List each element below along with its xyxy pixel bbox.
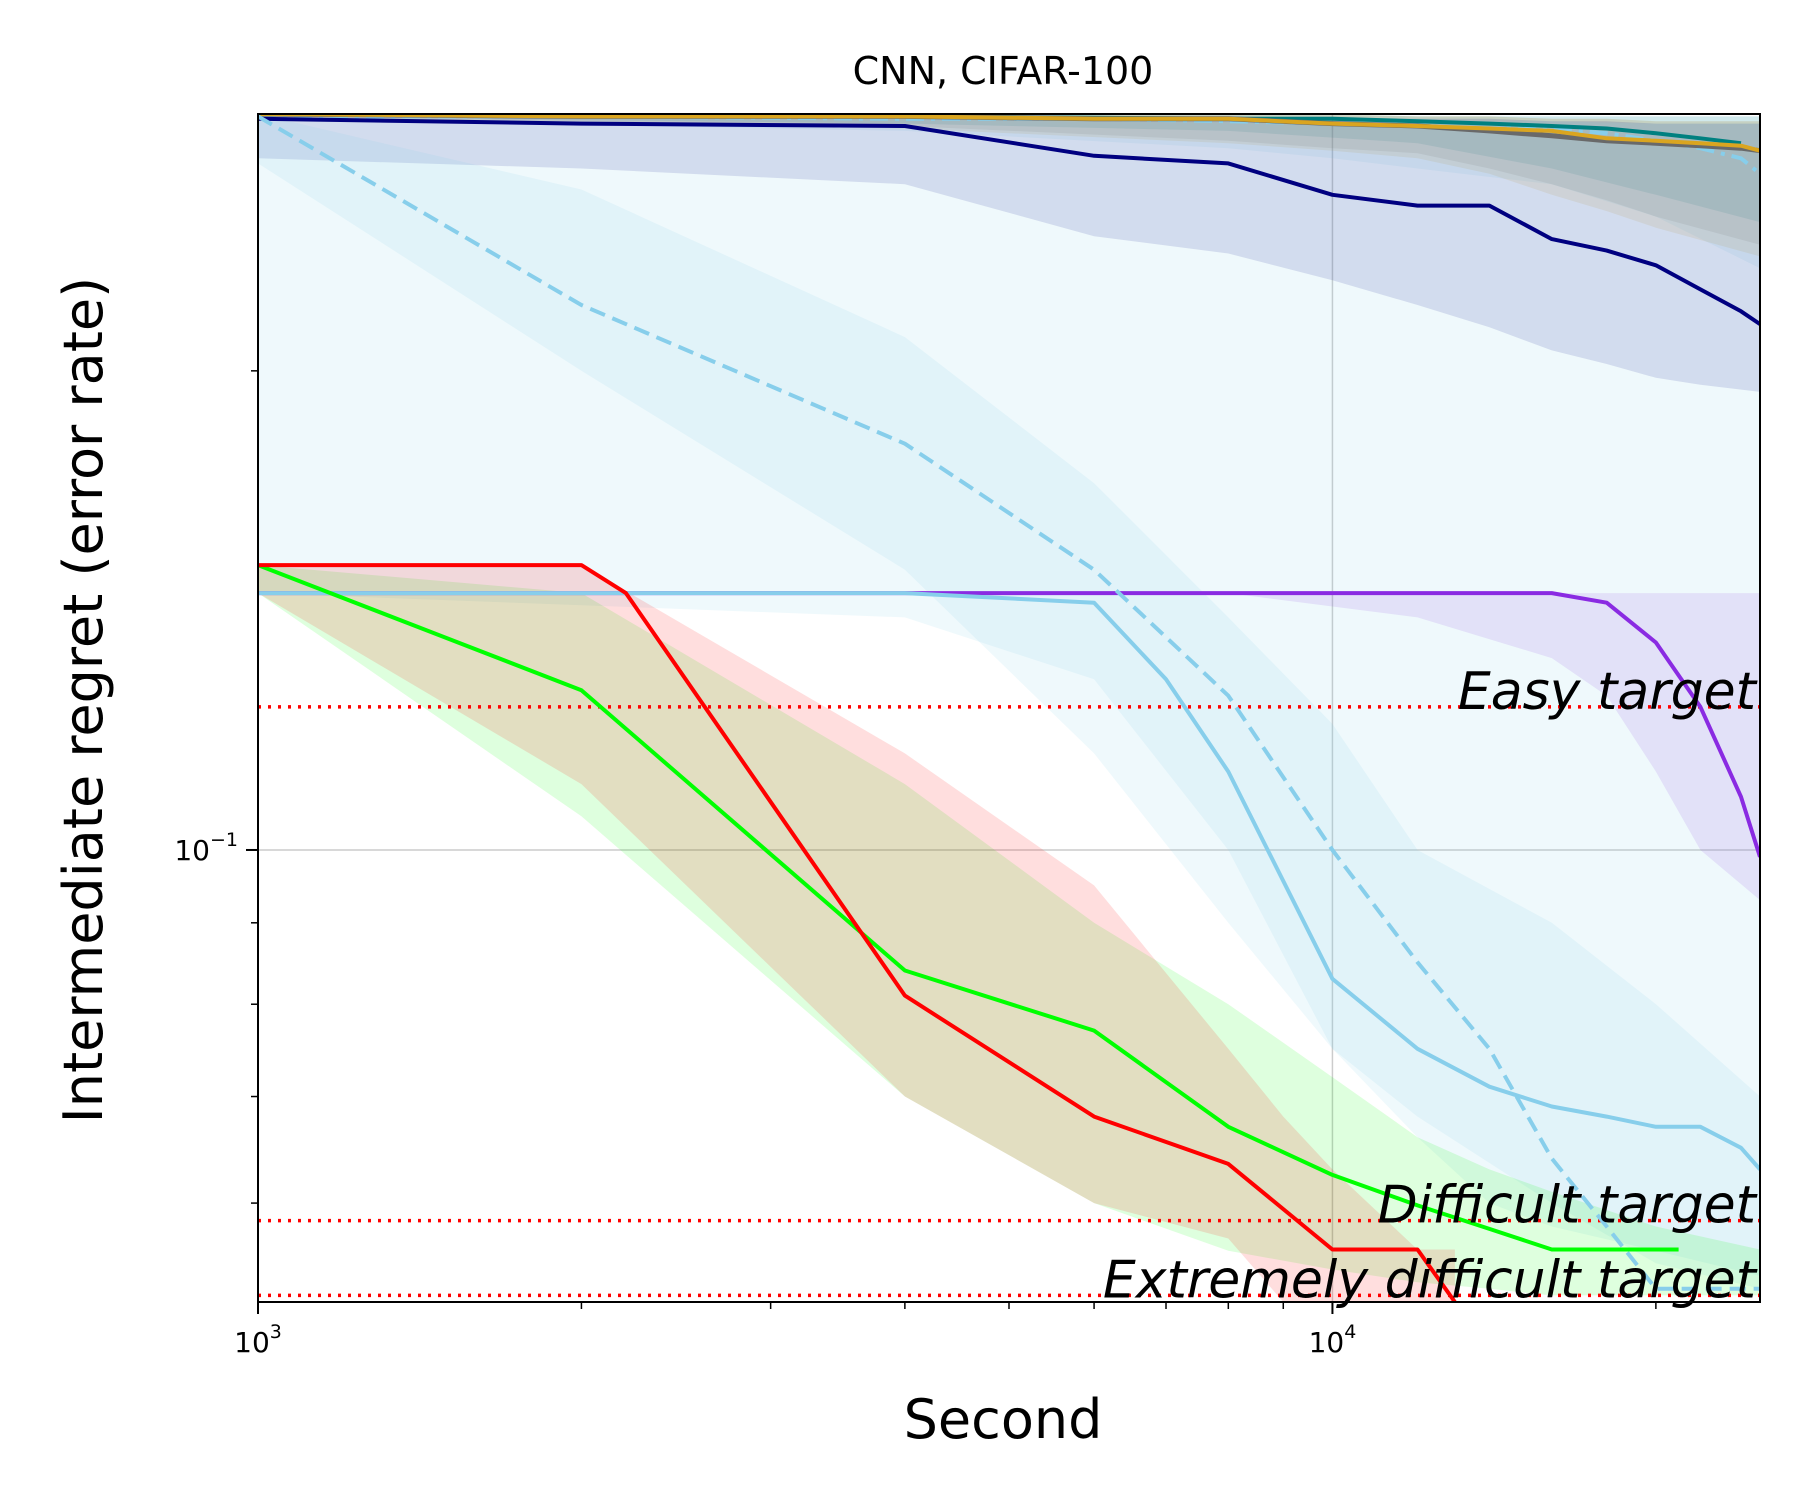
- band-lime: [258, 565, 1760, 1296]
- band-teal: [258, 114, 1760, 223]
- band-red: [258, 565, 1455, 1302]
- x-ticks: [257, 1302, 1657, 1314]
- band-light-blue-dashdot: [258, 114, 1760, 269]
- target-label-2: Extremely difficult target: [1103, 1250, 1758, 1310]
- band-light-blue-dashed: [258, 114, 1760, 1289]
- band-navy: [258, 114, 1760, 392]
- plot-area: [258, 114, 1760, 1302]
- target-label-1: Difficult target: [1378, 1176, 1758, 1236]
- band-blueviolet: [258, 593, 1760, 901]
- x-tick-label: 104: [1309, 1321, 1357, 1359]
- series-skyblue: [258, 591, 1760, 1171]
- target-label-0: Easy target: [1458, 662, 1758, 722]
- series-lime: [258, 563, 1679, 1252]
- series-navy: [258, 116, 1760, 326]
- series-goldenrod: [258, 114, 1760, 153]
- x-tick-label: 103: [234, 1321, 282, 1359]
- series-light-blue-dashed: [258, 114, 1760, 1291]
- y-tick-label: 10−1: [174, 829, 238, 867]
- band-goldenrod: [258, 114, 1760, 257]
- y-axis-label: Intermediate regret (error rate): [52, 277, 115, 1123]
- band-skyblue: [258, 114, 1760, 1276]
- x-axis-label: Second: [904, 1388, 1103, 1451]
- chart-title: CNN, CIFAR-100: [853, 49, 1154, 93]
- band-gray: [258, 114, 1760, 245]
- y-ticks: [246, 370, 258, 1204]
- series-red: [258, 563, 1457, 1302]
